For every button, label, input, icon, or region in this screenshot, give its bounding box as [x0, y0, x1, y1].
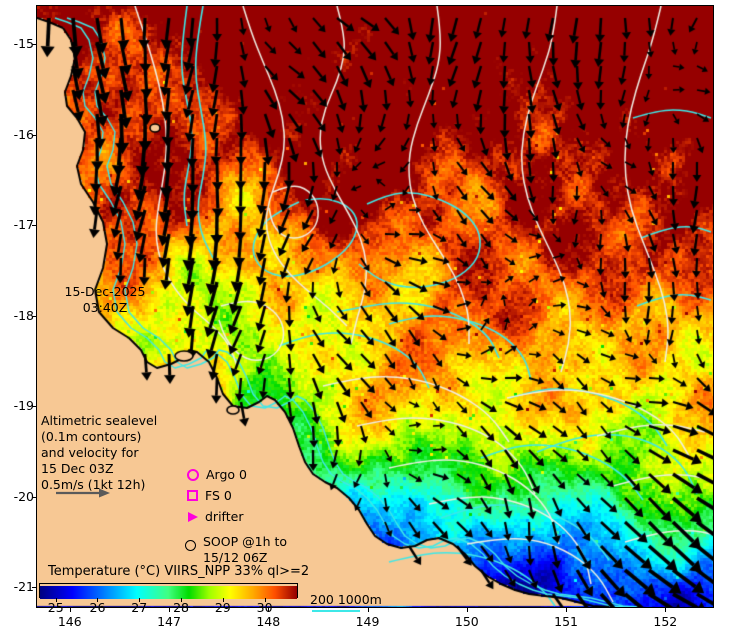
y-tick-mark: [32, 587, 37, 589]
square-marker: [187, 490, 198, 501]
colorbar-tick-mark: [139, 598, 141, 602]
x-tick-label: 152: [653, 614, 678, 629]
x-tick-label: 151: [554, 614, 578, 629]
colorbar-tick-mark: [181, 598, 183, 602]
legend-label-argo: Argo 0: [206, 467, 247, 482]
annotation-line-4: 0.5m/s (1kt 12h): [41, 477, 146, 492]
y-tick-mark: [32, 315, 37, 317]
map-timestamp-date: 15-Dec-2025: [64, 284, 146, 299]
colorbar-title: Temperature (°C) VIIRS_NPP 33% ql>=2: [48, 564, 310, 579]
y-tick-label: -21: [13, 579, 34, 595]
y-tick-label: -20: [13, 488, 34, 504]
colorbar-tick-mark: [97, 598, 99, 602]
colorbar-tick-mark: [222, 598, 224, 602]
annotation-line-0: Altimetric sealevel: [41, 413, 158, 428]
annotation-line-1: (0.1m contours): [41, 429, 142, 444]
sst-map-canvas: [37, 6, 713, 607]
triangle-marker: [188, 511, 198, 522]
colorbar-tick-label: 30: [256, 600, 273, 615]
x-tick-label: 148: [256, 614, 281, 629]
y-tick-label: -16: [13, 126, 34, 142]
legend-label-soop-wrap: SOOP @1h to 15/12 06Z: [203, 534, 287, 566]
y-tick-label: -19: [13, 398, 34, 414]
x-tick-label: 146: [57, 614, 82, 629]
colorbar-tick-mark: [55, 598, 57, 602]
colorbar-tick-mark: [264, 598, 266, 602]
map-timestamp: 15-Dec-2025 03:40Z: [40, 284, 170, 316]
bathymetry-legend-line: [312, 610, 360, 612]
y-tick-mark: [32, 44, 37, 45]
x-tick-mark: [268, 607, 270, 612]
colorbar-tick-label: 28: [173, 600, 189, 615]
circle-marker: [187, 468, 199, 481]
legend-label-fs: FS 0: [205, 488, 232, 503]
x-tick-mark: [466, 607, 468, 612]
legend-label-soop-line1: SOOP @1h to: [203, 534, 288, 549]
y-tick-mark: [32, 496, 37, 498]
x-tick-mark: [566, 607, 568, 612]
y-tick-label: -17: [13, 217, 34, 233]
annotation-line-2: and velocity for: [41, 445, 139, 460]
legend-item-drifter[interactable]: drifter: [188, 509, 243, 524]
x-tick-label: 149: [355, 614, 380, 629]
y-tick-mark: [32, 225, 37, 227]
legend-item-fs[interactable]: FS 0: [187, 488, 232, 503]
x-tick-mark: [665, 607, 667, 612]
colorbar-tick-label: 27: [131, 600, 148, 615]
legend-label-drifter: drifter: [205, 509, 244, 524]
velocity-scale-arrow: [56, 488, 110, 498]
colorbar[interactable]: [39, 583, 298, 599]
legend-item-soop[interactable]: SOOP @1h to 15/12 06Z: [185, 534, 287, 566]
colorbar-gradient: [40, 586, 297, 599]
x-tick-mark: [69, 607, 71, 612]
x-tick-label: 147: [157, 614, 181, 629]
open-circle-marker: [185, 540, 196, 551]
x-tick-label: 150: [454, 614, 479, 629]
y-tick-label: -18: [13, 307, 34, 323]
colorbar-tick-label: 26: [89, 600, 106, 615]
bathymetry-legend-label: 200 1000m: [310, 592, 382, 607]
x-tick-mark: [169, 607, 171, 612]
y-tick-mark: [32, 406, 37, 408]
y-tick-label: -15: [13, 36, 34, 51]
y-tick-mark: [32, 134, 37, 136]
legend-label-soop-line2: 15/12 06Z: [203, 550, 268, 565]
annotation-line-3: 15 Dec 03Z: [41, 461, 114, 476]
x-tick-mark: [367, 607, 369, 612]
colorbar-tick-label: 25: [47, 600, 64, 615]
legend-item-argo[interactable]: Argo 0: [187, 467, 247, 482]
map-plot-area[interactable]: 15-Dec-2025 03:40Z Altimetric sealevel (…: [36, 5, 714, 608]
annotation-block: Altimetric sealevel (0.1m contours) and …: [41, 413, 157, 493]
colorbar-tick-label: 29: [214, 600, 231, 615]
map-timestamp-time: 03:40Z: [82, 300, 128, 315]
